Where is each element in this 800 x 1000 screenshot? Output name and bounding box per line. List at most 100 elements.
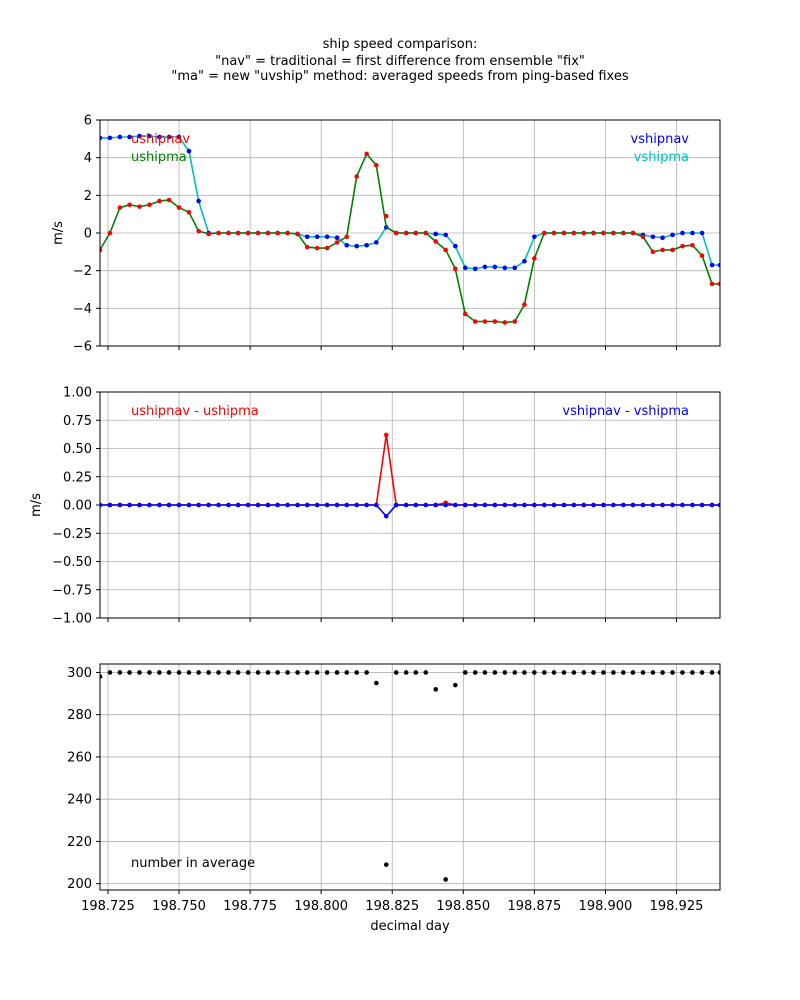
- y-tick-label: 280: [67, 708, 92, 723]
- data-point-v-diff: [660, 502, 665, 508]
- y-tick-label: 200: [67, 877, 92, 892]
- data-point-v-diff: [206, 502, 211, 508]
- data-point-count: [196, 670, 201, 675]
- data-point-v-diff: [166, 502, 172, 508]
- data-point-ushipnav: [216, 230, 221, 236]
- count-annotation: number in average: [131, 856, 255, 871]
- data-point-count: [334, 670, 340, 675]
- data-point-count: [433, 687, 439, 692]
- data-point-ushipnav: [453, 266, 458, 272]
- data-point-count: [324, 670, 330, 675]
- x-tick-label: 198.750: [152, 899, 206, 914]
- data-point-ushipnav: [680, 243, 685, 249]
- data-point-ushipnav: [512, 319, 518, 324]
- data-point-count: [147, 670, 152, 675]
- data-point-count: [462, 670, 468, 675]
- data-point-ushipnav: [137, 204, 142, 209]
- figure-title-line-1: ship speed comparison:: [323, 37, 478, 52]
- data-point-count: [542, 670, 547, 675]
- data-point-v-diff: [709, 502, 715, 508]
- data-point-count: [690, 670, 695, 675]
- count-panel: 198.725 198.750 198.775 198.800 198.825 198.8…: [67, 663, 721, 914]
- data-point-count: [561, 670, 567, 675]
- data-point-v-diff: [157, 502, 162, 508]
- data-point-u-diff: [383, 432, 389, 438]
- data-point-vshipnav: [670, 232, 675, 238]
- x-axis-label: decimal day: [370, 919, 450, 934]
- data-point-v-diff: [551, 502, 557, 508]
- y-tick-label: 220: [67, 835, 92, 850]
- data-point-ushipnav: [433, 239, 439, 244]
- data-point-v-diff: [611, 502, 616, 508]
- data-point-count: [482, 670, 488, 675]
- data-point-vshipnav: [166, 134, 172, 140]
- data-point-count: [186, 670, 192, 675]
- y-tick-label: −1.00: [52, 612, 92, 627]
- data-point-vshipnav: [186, 148, 192, 154]
- data-point-vshipnav: [709, 262, 715, 268]
- data-point-v-diff: [690, 502, 695, 508]
- data-point-ushipnav: [492, 319, 498, 324]
- data-point-vshipnav: [512, 265, 518, 271]
- data-point-v-diff: [393, 502, 399, 508]
- data-point-ushipnav: [542, 230, 547, 236]
- data-point-v-diff: [295, 502, 300, 508]
- data-point-v-diff: [324, 502, 330, 508]
- data-point-ushipnav: [344, 234, 350, 240]
- data-point-v-diff: [107, 502, 113, 508]
- data-point-v-diff: [453, 502, 458, 508]
- plot-data: [100, 133, 720, 325]
- y-axis-label: m/s: [51, 221, 66, 245]
- data-point-v-diff: [502, 502, 508, 508]
- data-point-v-diff: [196, 502, 201, 508]
- data-point-v-diff: [137, 502, 142, 508]
- data-point-count: [581, 670, 587, 675]
- y-tick-label: −0.75: [52, 583, 92, 598]
- data-point-vshipnav: [117, 134, 123, 140]
- data-point-count: [100, 674, 103, 679]
- data-point-count: [157, 670, 162, 675]
- data-point-count: [364, 670, 369, 675]
- data-point-count: [354, 670, 359, 675]
- data-point-v-diff: [492, 502, 498, 508]
- data-point-count: [601, 670, 606, 675]
- data-point-ushipnav: [176, 205, 182, 210]
- data-point-ushipnav: [245, 230, 251, 236]
- data-point-ushipnav: [374, 162, 379, 168]
- legend-label-left: ushipma: [131, 150, 187, 165]
- series-line-v-diff: [100, 504, 720, 518]
- data-point-v-diff: [717, 502, 720, 508]
- data-point-ushipnav: [630, 230, 636, 236]
- data-point-v-diff: [354, 502, 359, 508]
- data-point-vshipnav: [660, 235, 665, 241]
- y-tick-label: −0.25: [52, 527, 92, 542]
- data-point-count: [571, 670, 577, 675]
- data-point-count: [522, 670, 527, 675]
- data-point-vshipnav: [443, 232, 448, 238]
- data-point-v-diff: [482, 502, 488, 508]
- data-point-count: [216, 670, 221, 675]
- y-tick-label: −2: [73, 264, 92, 279]
- data-point-ushipnav: [413, 230, 419, 236]
- data-point-v-diff: [275, 502, 280, 508]
- data-point-ushipnav: [147, 202, 152, 208]
- data-point-vshipnav: [157, 134, 162, 140]
- data-point-v-diff: [591, 502, 596, 508]
- data-point-count: [630, 670, 636, 675]
- data-point-v-diff: [512, 502, 518, 508]
- data-point-ushipnav: [522, 302, 527, 307]
- data-point-v-diff: [443, 502, 448, 508]
- data-point-vshipnav: [680, 230, 685, 236]
- data-point-count: [621, 670, 626, 675]
- y-tick-label: 0.75: [63, 414, 92, 429]
- series-line-ushipma: [100, 152, 720, 324]
- y-tick-label: 0.00: [63, 499, 92, 514]
- data-point-count: [285, 670, 290, 675]
- data-point-ushipnav: [532, 256, 537, 261]
- data-point-v-diff: [383, 514, 389, 519]
- data-point-v-diff: [364, 502, 369, 508]
- data-point-v-diff: [522, 502, 527, 508]
- data-point-count: [699, 670, 705, 675]
